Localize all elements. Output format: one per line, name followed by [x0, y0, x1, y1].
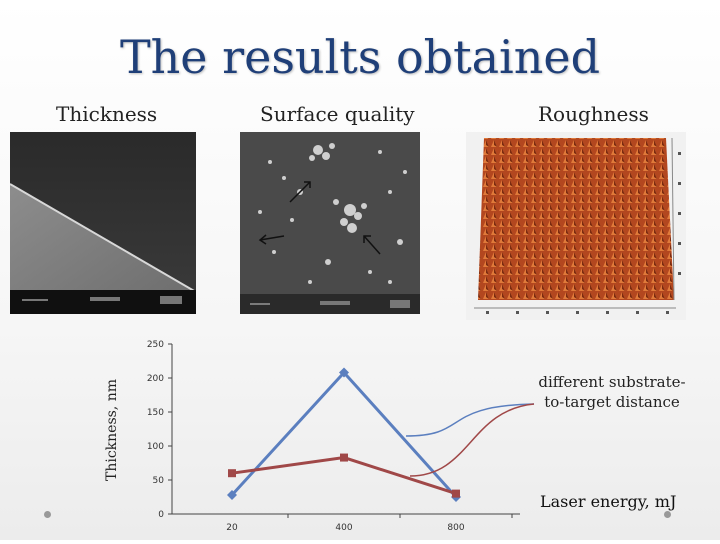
chart-svg: 0 50 100 150 200 250 20 400 800	[147, 340, 535, 533]
data-point-1	[339, 367, 349, 378]
y-tick-label: 250	[147, 340, 164, 350]
y-tick-label: 100	[147, 442, 164, 452]
slide-title: The results obtained	[119, 30, 601, 84]
x-tick-label: 800	[447, 523, 464, 533]
x-axis-label: Laser energy, mJ	[540, 492, 677, 511]
data-point-1	[227, 489, 237, 500]
x-tick-label: 20	[226, 523, 238, 533]
sem-surface-image	[240, 132, 420, 314]
y-tick-label: 0	[158, 510, 164, 520]
data-point-2	[452, 489, 460, 498]
annotation-text: different substrate-to-target distance	[538, 373, 686, 411]
sem-cross-section-image	[10, 132, 196, 314]
x-tick-label: 400	[335, 523, 352, 533]
bullet-dot-right	[664, 511, 671, 518]
line-chart: 0 50 100 150 200 250 20 400 800	[0, 330, 720, 540]
y-axis-label: Thickness, nm	[104, 378, 120, 482]
data-point-2	[228, 469, 236, 478]
bullet-dot-left	[44, 511, 51, 518]
subtitle-surface-quality: Surface quality	[260, 102, 415, 126]
annotation-connector-blue	[405, 403, 535, 437]
y-tick-label: 50	[153, 476, 165, 486]
subtitle-roughness: Roughness	[538, 102, 649, 126]
y-tick-label: 200	[147, 374, 164, 384]
annotation-connector-red	[409, 403, 535, 477]
y-tick-label: 150	[147, 408, 164, 418]
subtitle-thickness: Thickness	[56, 102, 158, 126]
afm-3d-roughness-image	[466, 132, 686, 320]
data-point-2	[340, 453, 348, 462]
